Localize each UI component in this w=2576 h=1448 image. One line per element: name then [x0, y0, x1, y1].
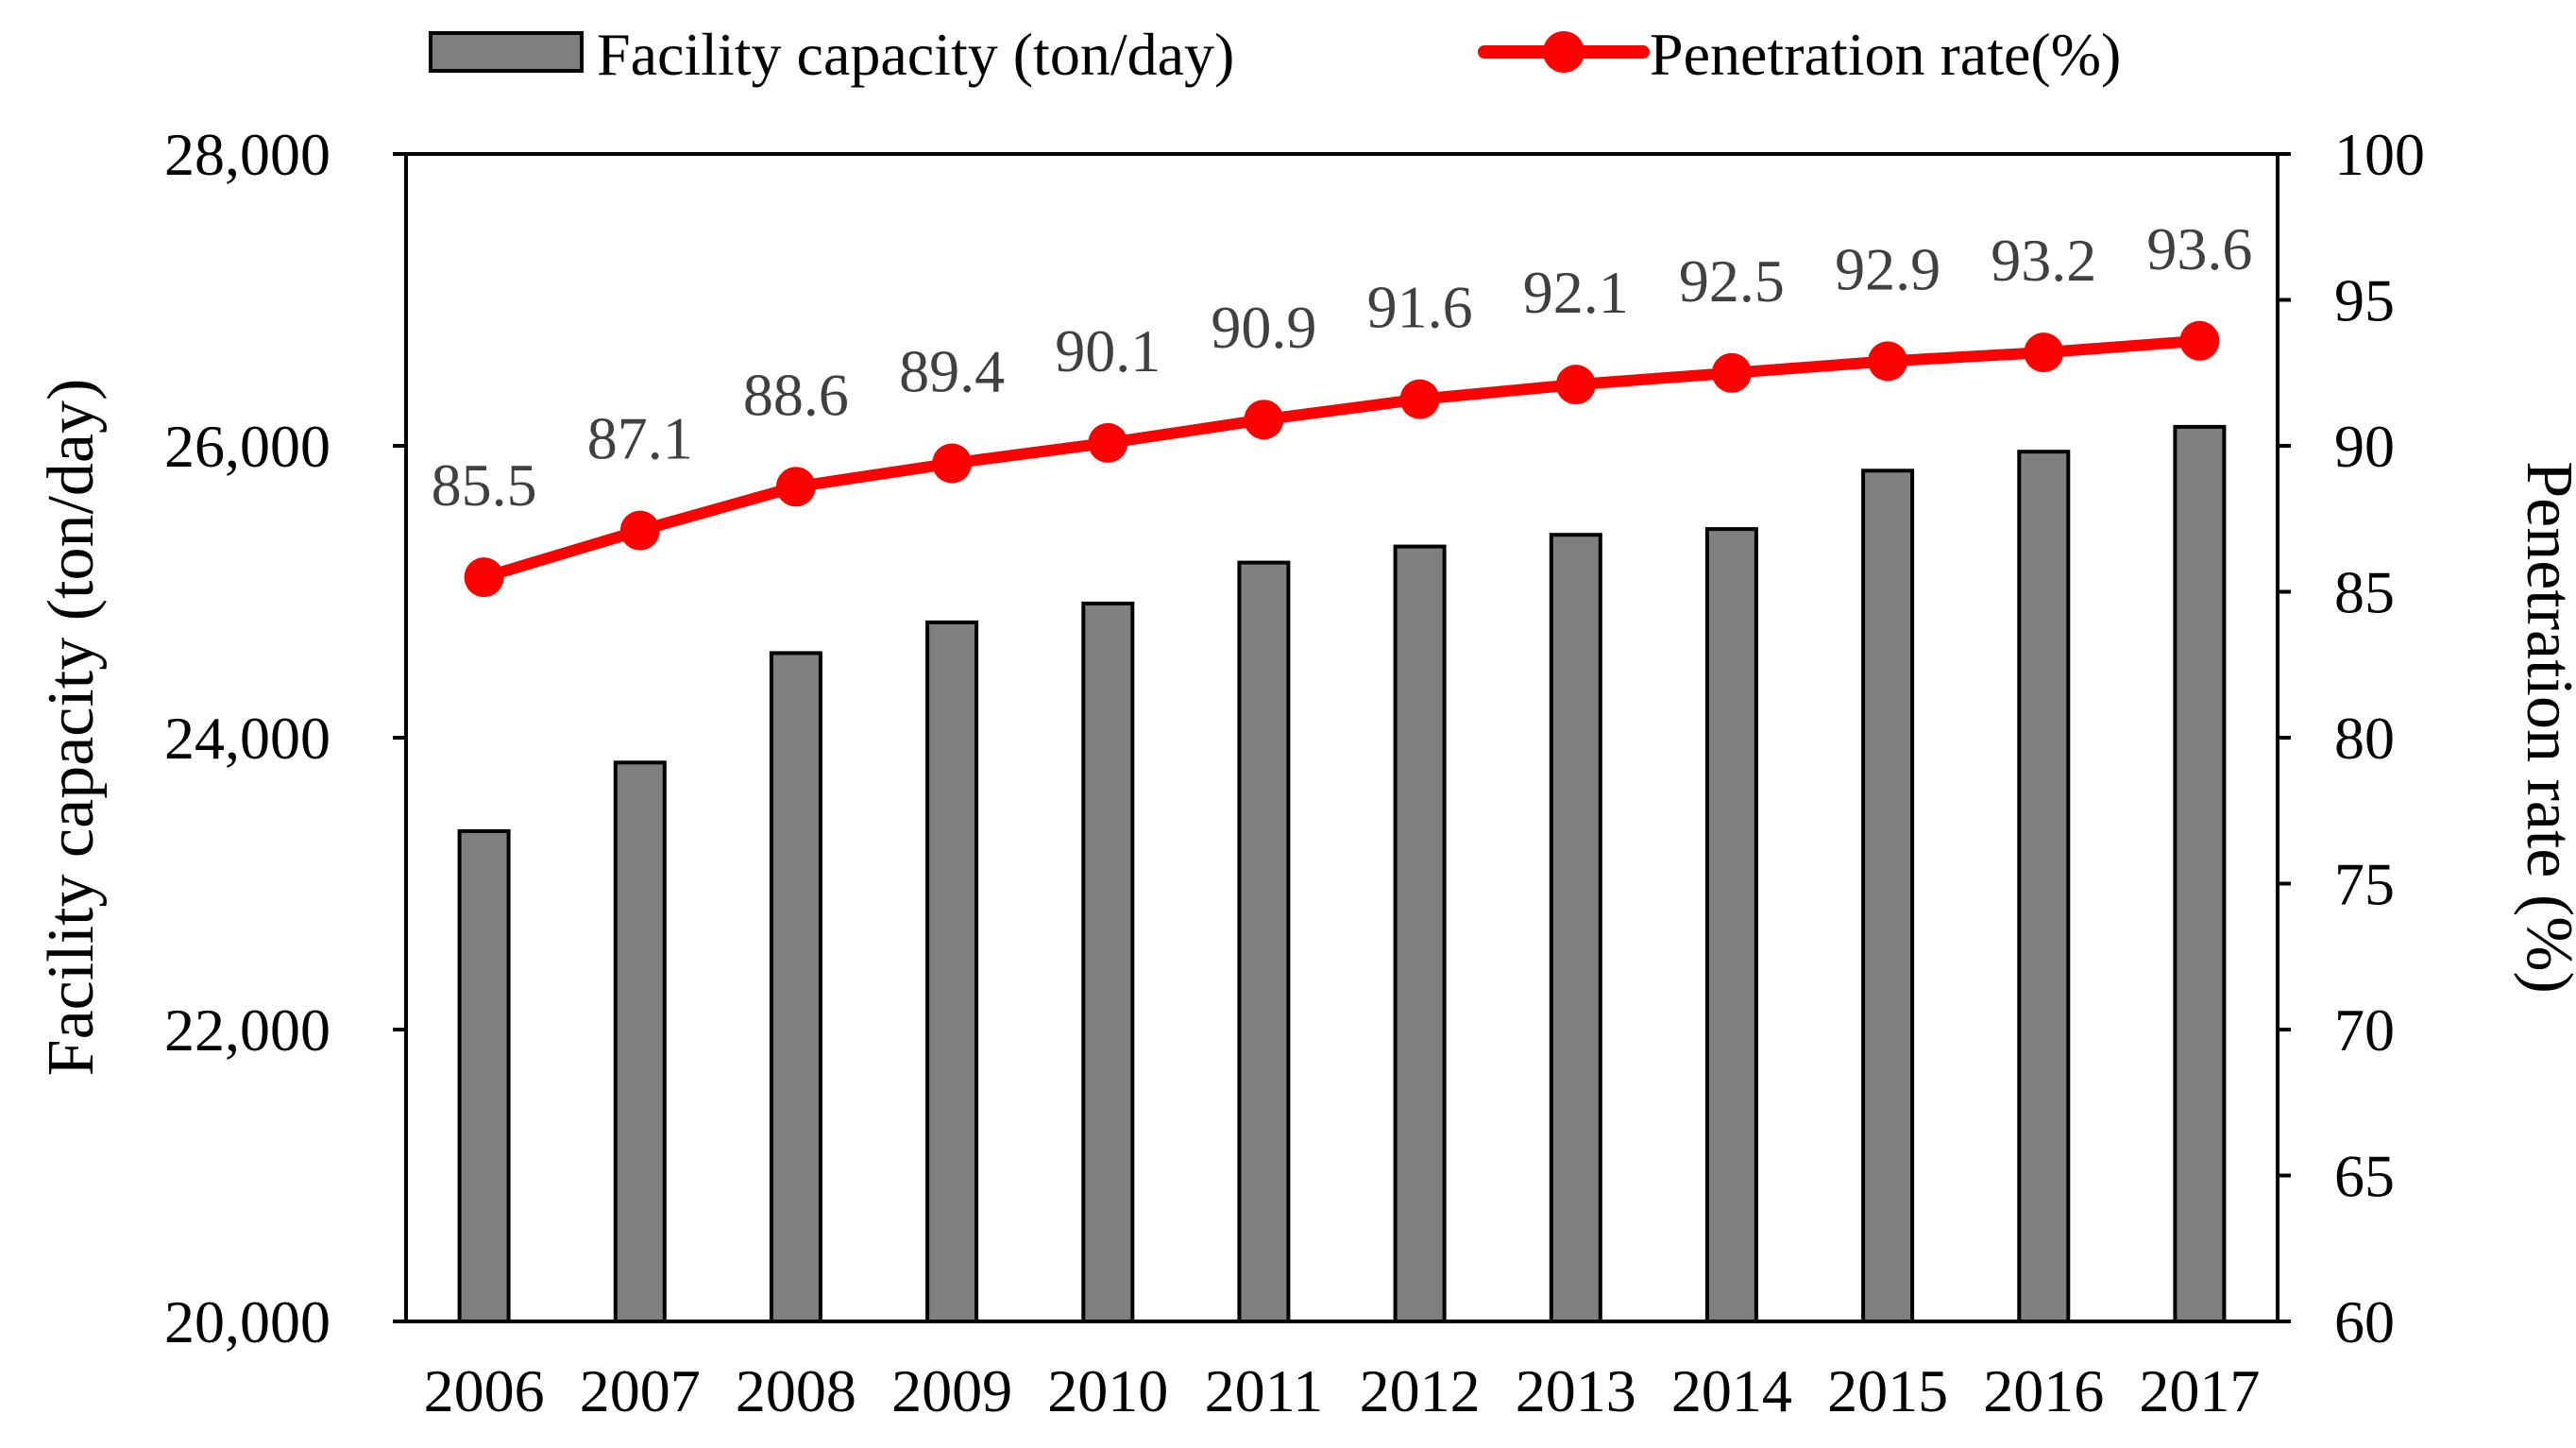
x-tick-label-2008: 2008 — [736, 1357, 856, 1424]
bar-2013 — [1549, 533, 1602, 1323]
x-tick-label-2015: 2015 — [1827, 1357, 1948, 1424]
data-label-2008: 88.6 — [743, 361, 849, 428]
data-label-2010: 90.1 — [1055, 317, 1161, 384]
bar-2008 — [769, 651, 822, 1323]
data-label-2014: 92.5 — [1679, 247, 1785, 315]
legend-label-capacity: Facility capacity (ton/day) — [597, 21, 1234, 88]
data-label-2013: 92.1 — [1523, 259, 1629, 326]
x-tick-label-2017: 2017 — [2139, 1357, 2260, 1424]
y-left-tick-label: 26,000 — [164, 413, 330, 480]
data-label-2011: 90.9 — [1211, 294, 1316, 361]
marker-2007 — [619, 510, 660, 551]
data-label-2007: 87.1 — [587, 405, 693, 472]
legend-marker-swatch — [1543, 31, 1585, 73]
y-right-tick-label: 65 — [2334, 1143, 2395, 1210]
data-label-2017: 93.6 — [2146, 215, 2252, 282]
data-label-2006: 85.5 — [432, 451, 537, 519]
plot-frame — [404, 152, 2279, 1323]
bar-2010 — [1081, 601, 1135, 1323]
y-left-tick-label: 20,000 — [164, 1288, 330, 1355]
bars — [457, 424, 2227, 1323]
data-labels: 85.5 87.1 88.6 89.4 90.1 90.9 91.6 92.1 92.5 92.9… — [432, 215, 2253, 519]
x-tick-label-2010: 2010 — [1047, 1357, 1168, 1424]
y-right-axis-title: Penetration rate (%) — [2513, 461, 2576, 994]
x-tick-label-2013: 2013 — [1516, 1357, 1636, 1424]
y-right-tick-label: 90 — [2334, 413, 2395, 480]
y-left-axis-title: Facility capacity (ton/day) — [35, 379, 108, 1077]
marker-2017 — [2179, 320, 2220, 361]
y-right-tick-label: 85 — [2334, 559, 2395, 626]
y-right-tick-label: 70 — [2334, 997, 2395, 1064]
penetration-line — [478, 334, 2206, 584]
penetration-markers — [464, 320, 2220, 598]
bar-2011 — [1237, 560, 1291, 1323]
marker-2013 — [1555, 365, 1596, 405]
marker-2009 — [932, 443, 973, 484]
marker-2011 — [1244, 400, 1284, 440]
marker-2012 — [1399, 379, 1440, 419]
marker-2006 — [464, 557, 504, 598]
y-right-ticks: 60 65 70 75 80 85 90 95 100 — [2278, 121, 2425, 1355]
y-right-tick-label: 75 — [2334, 851, 2395, 918]
y-right-tick-label: 60 — [2334, 1288, 2395, 1355]
bar-2009 — [925, 620, 979, 1323]
data-label-2009: 89.4 — [899, 338, 1005, 405]
marker-2014 — [1711, 352, 1752, 393]
x-tick-label-2007: 2007 — [580, 1357, 701, 1424]
penetration-line-path — [478, 334, 2206, 584]
legend: Facility capacity (ton/day) Penetration … — [429, 21, 2121, 88]
x-tick-label-2009: 2009 — [891, 1357, 1012, 1424]
bar-2015 — [1861, 468, 1915, 1323]
bar-2016 — [2017, 450, 2071, 1323]
legend-entry-penetration: Penetration rate(%) — [1478, 21, 2121, 88]
legend-entry-capacity: Facility capacity (ton/day) — [429, 21, 1234, 88]
x-tick-label-2011: 2011 — [1205, 1357, 1324, 1424]
data-label-2016: 93.2 — [1991, 227, 2096, 294]
x-tick-label-2014: 2014 — [1671, 1357, 1792, 1424]
marker-2016 — [2024, 332, 2064, 373]
bar-2007 — [613, 760, 667, 1323]
bar-2012 — [1393, 544, 1447, 1323]
x-tick-label-2012: 2012 — [1360, 1357, 1481, 1424]
data-label-2015: 92.9 — [1835, 235, 1940, 302]
y-right-tick-label: 95 — [2334, 267, 2395, 334]
x-tick-label-2016: 2016 — [1983, 1357, 2104, 1424]
legend-bar-swatch — [429, 31, 584, 73]
y-left-tick-label: 22,000 — [164, 997, 330, 1064]
bar-2017 — [2173, 424, 2227, 1323]
x-ticks: 2006 2007 2008 2009 2010 2011 2012 2013 2014 2015… — [424, 1357, 2261, 1424]
marker-2008 — [775, 467, 816, 507]
y-left-tick-label: 24,000 — [164, 705, 330, 772]
y-left-tick-label: 28,000 — [164, 121, 330, 188]
y-left-ticks: 20,000 22,000 24,000 26,000 28,000 — [164, 121, 406, 1355]
x-tick-label-2006: 2006 — [424, 1357, 545, 1424]
marker-2015 — [1868, 341, 1908, 382]
data-label-2012: 91.6 — [1367, 274, 1473, 341]
bar-2006 — [457, 828, 511, 1323]
y-right-tick-label: 80 — [2334, 705, 2395, 772]
bar-2014 — [1704, 527, 1758, 1323]
legend-label-penetration: Penetration rate(%) — [1650, 21, 2121, 88]
y-right-tick-label: 100 — [2334, 121, 2425, 188]
marker-2010 — [1088, 422, 1128, 463]
